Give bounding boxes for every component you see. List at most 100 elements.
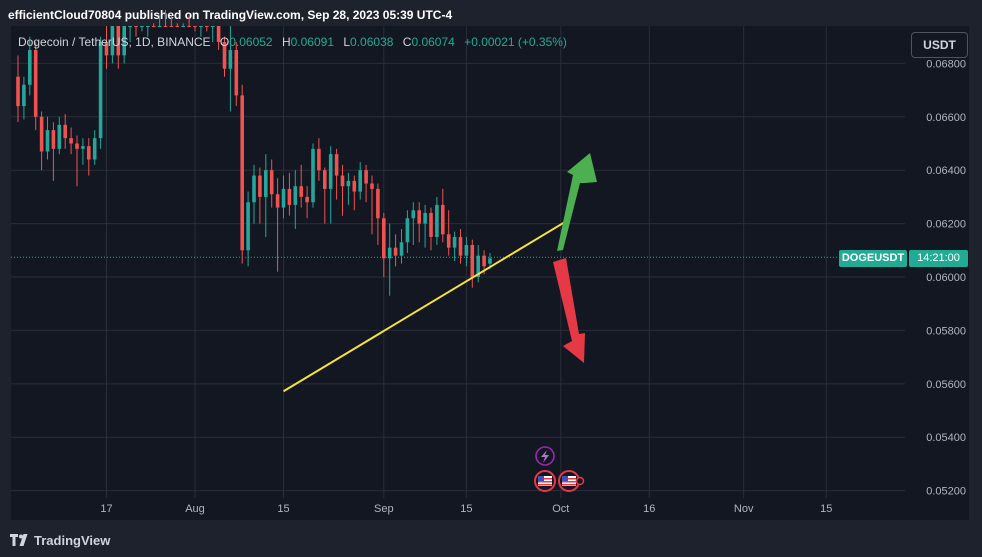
candle-body (446, 234, 451, 248)
candle (128, 26, 132, 43)
candle (22, 76, 26, 120)
candle (476, 244, 480, 283)
candle-body (146, 26, 150, 27)
candle (81, 138, 85, 165)
time-axis: 17 Aug 15 Sep 15 Oct 16 Nov 15 (100, 503, 832, 515)
candle-body (364, 170, 368, 184)
candle-body (399, 242, 404, 256)
candle (216, 26, 221, 51)
candle (458, 228, 463, 264)
candle-body (299, 186, 303, 197)
trendline[interactable] (282, 220, 568, 393)
candle-body (157, 26, 162, 27)
candle (405, 210, 410, 253)
currency-button[interactable]: USDT (911, 32, 968, 58)
candle (435, 196, 439, 245)
symbol-name[interactable]: Dogecoin / TetherUS, 1D, BINANCE (18, 35, 211, 49)
candle-body (140, 26, 144, 27)
price-tick-label: 0.05400 (926, 432, 966, 444)
candle (323, 167, 327, 224)
time-tick-label: 15 (460, 503, 472, 515)
candle-body (452, 236, 457, 248)
candle-body (181, 26, 185, 27)
low-label: L (343, 35, 351, 49)
high-label: H (281, 35, 291, 49)
candle-body (376, 188, 380, 219)
candle (382, 212, 386, 278)
high-value: 0.06091 (290, 35, 335, 49)
candle-body (222, 42, 227, 69)
candle (252, 164, 256, 224)
tradingview-branding[interactable]: TradingView (10, 531, 110, 549)
candle (33, 42, 38, 131)
candle-body (228, 50, 233, 69)
candle (210, 26, 215, 43)
candle-body (352, 180, 357, 192)
candle-body (116, 26, 121, 56)
arrow-up-annotation[interactable] (557, 153, 597, 251)
candle-body (45, 130, 50, 152)
candle (358, 162, 362, 200)
candle-body (16, 76, 20, 107)
candle-body (234, 50, 239, 96)
candle-body (216, 26, 221, 43)
candle-body (63, 124, 67, 139)
low-value: 0.06038 (350, 35, 394, 49)
arrow-down-annotation[interactable] (553, 258, 585, 363)
candle-body (81, 146, 85, 149)
tradingview-name: TradingView (34, 532, 111, 548)
candle-body (429, 212, 433, 237)
time-tick-label: 15 (277, 503, 289, 515)
flag-stripe (562, 481, 576, 483)
event-icons[interactable] (534, 446, 585, 492)
candle (429, 207, 433, 251)
candle-body (305, 196, 309, 203)
us-flag-event-icon[interactable] (558, 470, 580, 492)
lightning-event-icon[interactable] (535, 446, 555, 466)
candle (423, 204, 427, 248)
open-value: 0.06052 (229, 35, 273, 49)
us-flag-event-icon[interactable] (534, 470, 556, 492)
candle (87, 138, 91, 176)
candle (399, 228, 404, 264)
candle-body (193, 26, 197, 27)
candle (151, 23, 156, 27)
candle-body (275, 194, 280, 208)
candle-body (246, 202, 250, 251)
time-tick-label: Nov (734, 503, 754, 515)
flag-stripe (562, 484, 576, 486)
price-tick-label: 0.06800 (926, 58, 966, 70)
time-tick-label: 15 (820, 503, 832, 515)
candle (63, 114, 67, 149)
candle (352, 175, 357, 211)
candle (393, 234, 398, 267)
candle-body (187, 26, 191, 27)
close-value: 0.06074 (411, 35, 455, 49)
candle (75, 135, 79, 187)
annotation-arrows[interactable] (553, 153, 597, 363)
candle (287, 172, 292, 216)
candle-body (311, 148, 315, 203)
candle (376, 183, 380, 245)
candle (122, 26, 126, 64)
candle (98, 36, 103, 149)
candle (57, 116, 62, 155)
candle-body (358, 170, 362, 192)
candle (45, 116, 50, 160)
candle-body (39, 116, 44, 152)
flag-canton (562, 476, 568, 481)
candle-body (51, 130, 56, 149)
candle (441, 188, 445, 243)
candle (169, 15, 174, 27)
candle-body (252, 175, 256, 203)
candle (134, 26, 138, 37)
tradingview-logo-icon (10, 534, 28, 546)
candle (417, 202, 421, 243)
candle (464, 236, 469, 267)
candle (452, 231, 457, 261)
time-tick-label: Aug (185, 503, 205, 515)
price-tick-label: 0.06400 (926, 165, 966, 177)
candle (163, 9, 168, 27)
